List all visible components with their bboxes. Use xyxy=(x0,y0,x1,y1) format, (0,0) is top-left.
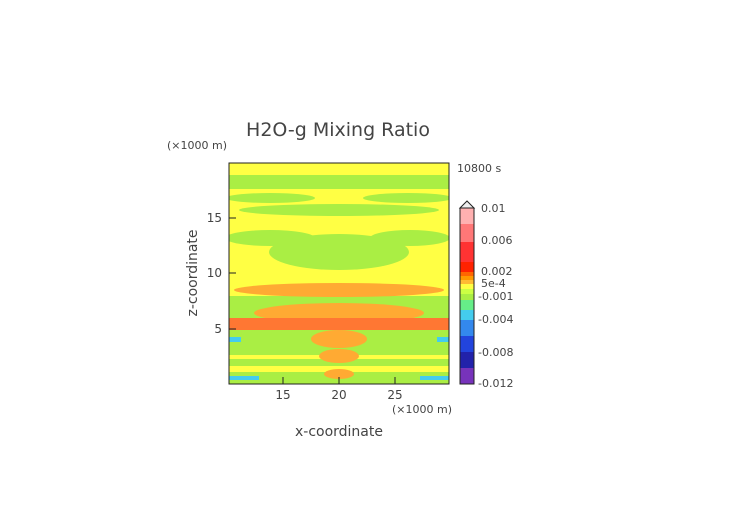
x-axis-label: x-coordinate xyxy=(295,424,383,440)
y-tick-label-15: 15 xyxy=(207,211,222,225)
field-cyan-right xyxy=(437,337,449,342)
y-tick-label-5: 5 xyxy=(214,322,222,336)
y-axis-label: z-coordinate xyxy=(185,229,201,316)
colorbar-band-14 xyxy=(460,336,474,352)
colorbar-label-4: -0.001 xyxy=(478,290,513,303)
field-cyan-bottom-left xyxy=(229,376,259,380)
colorbar-label-5: -0.004 xyxy=(478,313,513,326)
field-green-upper-left xyxy=(229,193,315,203)
colorbar-label-7: -0.012 xyxy=(478,377,513,390)
chart-title: H2O-g Mixing Ratio xyxy=(246,119,430,141)
field-orange-center xyxy=(311,330,367,348)
y-units-label: (×1000 m) xyxy=(167,139,227,152)
plot-area xyxy=(229,163,449,384)
x-tick-label-15: 15 xyxy=(275,388,290,402)
colorbar-label-2: 0.002 xyxy=(481,265,513,278)
colorbar-band-12 xyxy=(460,310,474,320)
field-cyan-bottom-right xyxy=(420,376,449,380)
colorbar-label-1: 0.006 xyxy=(481,234,513,247)
colorbar-band-7 xyxy=(460,280,474,284)
y-tick-label-10: 10 xyxy=(207,266,222,280)
field-green-upper-right xyxy=(363,193,449,203)
colorbar-band-2 xyxy=(460,224,474,242)
field-green-top xyxy=(229,175,449,189)
colorbar-band-6 xyxy=(460,276,474,280)
colorbar-band-10 xyxy=(460,294,474,300)
colorbar-band-1 xyxy=(460,208,474,224)
field-green-mid-center xyxy=(269,234,409,270)
field-green-upper-mid xyxy=(239,204,439,216)
x-tick-label-20: 20 xyxy=(331,388,346,402)
field-orange-band-8km xyxy=(234,283,444,297)
x-units-label: (×1000 m) xyxy=(392,403,452,416)
colorbar-band-11 xyxy=(460,300,474,310)
colorbar-band-16 xyxy=(460,368,474,384)
field-cyan-left xyxy=(229,337,241,342)
colorbar-band-8 xyxy=(460,284,474,289)
colorbar-band-4 xyxy=(460,262,474,272)
field-orange-bottom xyxy=(324,369,354,379)
colorbar-label-3: 5e-4 xyxy=(481,277,506,290)
colorbar-band-13 xyxy=(460,320,474,336)
colorbar-label-0: 0.01 xyxy=(481,202,506,215)
x-tick-label-25: 25 xyxy=(387,388,402,402)
colorbar-label-6: -0.008 xyxy=(478,346,513,359)
colorbar-band-15 xyxy=(460,352,474,368)
y-axis xyxy=(229,217,236,330)
colorbar-band-9 xyxy=(460,289,474,294)
field-red-band-5km xyxy=(229,318,449,330)
colorbar-arrow xyxy=(458,200,476,209)
field-orange-lower xyxy=(319,349,359,363)
colorbar-frame xyxy=(459,207,475,385)
colorbar-band-5 xyxy=(460,272,474,276)
time-label: 10800 s xyxy=(457,162,501,175)
colorbar xyxy=(458,200,476,385)
x-axis xyxy=(282,377,396,384)
colorbar-band-3 xyxy=(460,242,474,262)
